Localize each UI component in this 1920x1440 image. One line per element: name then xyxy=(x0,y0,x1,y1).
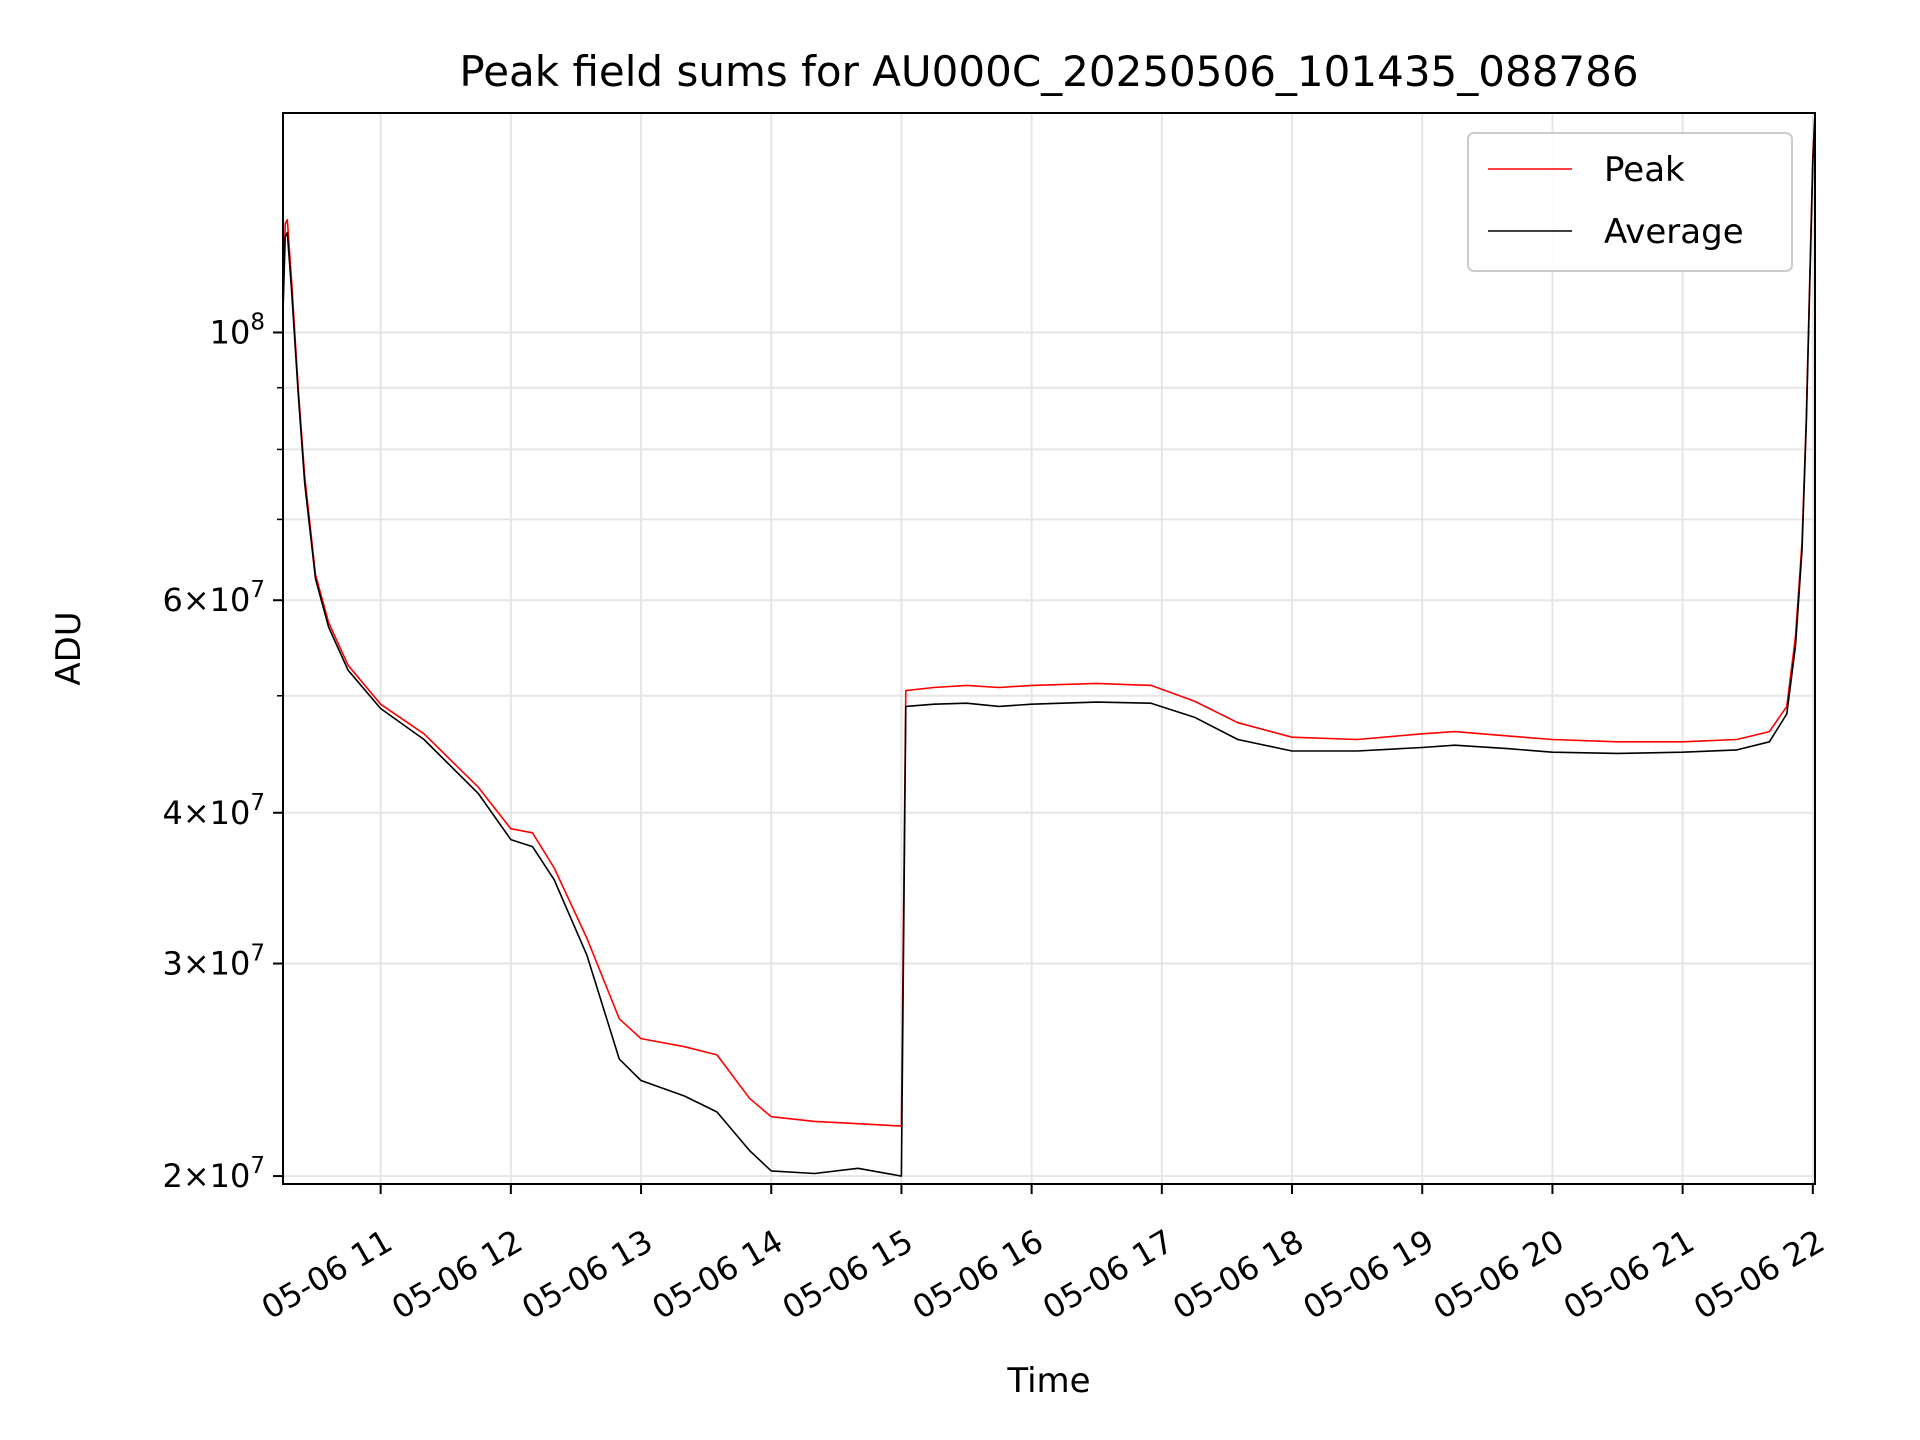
y-tick-times: × xyxy=(183,794,210,832)
y-tick-label: 3×107 xyxy=(162,941,265,983)
y-tick-label: 4×107 xyxy=(162,790,265,832)
legend: Peak Average xyxy=(1467,132,1793,272)
y-tick-exponent: 8 xyxy=(250,309,265,335)
y-tick-base: 10 xyxy=(210,1157,251,1195)
y-tick-times: × xyxy=(183,581,210,619)
y-axis-label: ADU xyxy=(49,611,89,685)
legend-label-average: Average xyxy=(1604,212,1744,252)
y-tick-base: 10 xyxy=(210,945,251,983)
y-tick-mantissa: 2 xyxy=(162,1157,182,1195)
y-tick-exponent: 7 xyxy=(250,1153,265,1179)
y-tick-mantissa: 4 xyxy=(162,794,182,832)
plot-series xyxy=(282,112,1816,1177)
plot-frame xyxy=(282,112,1816,1185)
x-axis-label: Time xyxy=(1006,1361,1090,1401)
y-tick-base: 10 xyxy=(210,794,251,832)
y-tick-base: 10 xyxy=(210,313,251,351)
legend-box xyxy=(1467,132,1793,272)
y-tick-label: 6×107 xyxy=(162,577,265,619)
y-tick-exponent: 7 xyxy=(250,577,265,603)
y-tick-exponent: 7 xyxy=(250,941,265,967)
y-tick-mantissa: 6 xyxy=(162,581,182,619)
y-tick-exponent: 7 xyxy=(250,790,265,816)
grid xyxy=(283,113,1815,1184)
chart-title: Peak field sums for AU000C_20250506_1014… xyxy=(459,47,1638,96)
y-tick-times: × xyxy=(183,1157,210,1195)
y-tick-base: 10 xyxy=(210,581,251,619)
series-line-average xyxy=(282,112,1816,1177)
y-tick-mantissa: 3 xyxy=(162,945,182,983)
legend-label-peak: Peak xyxy=(1604,150,1685,190)
y-tick-times: × xyxy=(183,945,210,983)
y-tick-label: 2×107 xyxy=(162,1153,265,1195)
y-tick-label: 108 xyxy=(210,309,265,351)
